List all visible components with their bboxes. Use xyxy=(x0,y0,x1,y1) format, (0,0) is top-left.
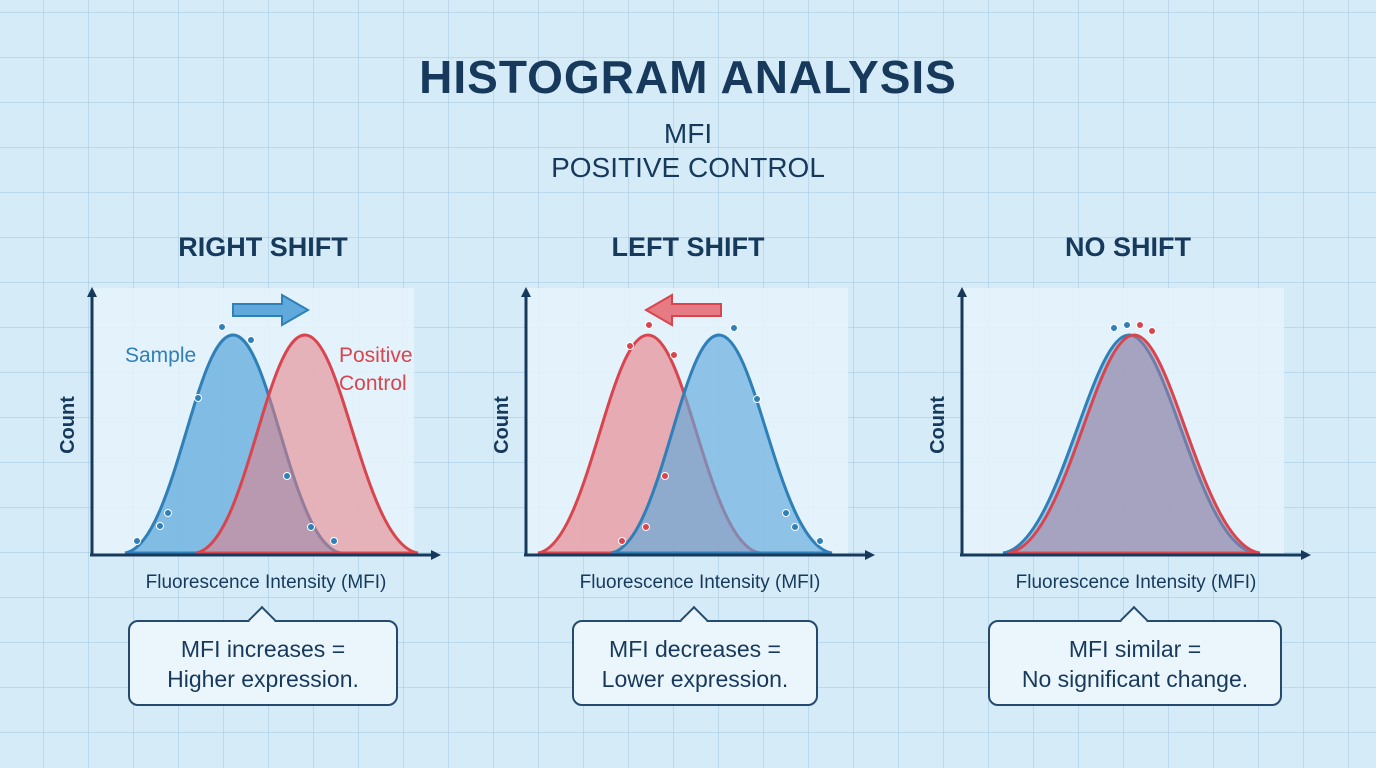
sample-label: Sample xyxy=(125,344,196,367)
y-axis-label: Count xyxy=(491,396,513,454)
panel-right-shift: Sample Positive Control Count Fluorescen… xyxy=(57,287,441,593)
panel-title-right-shift: RIGHT SHIFT xyxy=(178,232,348,262)
callout-line1: MFI similar = xyxy=(1068,636,1202,662)
callout-line2: No significant change. xyxy=(1021,666,1249,692)
subtitle-mfi: MFI xyxy=(663,118,713,149)
callout-line1: MFI decreases = xyxy=(609,636,781,662)
positive-control-curve xyxy=(195,333,419,555)
panel-no-shift: Count Fluorescence Intensity (MFI) xyxy=(927,287,1311,593)
positive-control-label-line1: Positive xyxy=(339,344,413,367)
sample-data-points xyxy=(133,323,338,545)
page-title: HISTOGRAM ANALYSIS xyxy=(419,51,957,103)
callout-left-shift: MFI decreases = Lower expression. xyxy=(572,605,818,706)
subtitle-positive-control: POSITIVE CONTROL xyxy=(551,152,825,183)
callout-line2: Higher expression. xyxy=(167,666,359,692)
x-axis-label: Fluorescence Intensity (MFI) xyxy=(146,572,387,593)
peak-data-points xyxy=(1110,321,1156,335)
x-axis-label: Fluorescence Intensity (MFI) xyxy=(580,572,821,593)
panel-left-shift: Count Fluorescence Intensity (MFI) xyxy=(491,287,875,593)
callout-right-shift: MFI increases = Higher expression. xyxy=(128,605,398,706)
panel-title-left-shift: LEFT SHIFT xyxy=(611,232,765,262)
y-axis-label: Count xyxy=(57,396,79,454)
left-shift-arrow xyxy=(643,293,722,327)
sample-data-points xyxy=(730,324,824,545)
positive-control-curve xyxy=(1007,333,1261,555)
callout-no-shift: MFI similar = No significant change. xyxy=(988,605,1282,706)
sample-curve xyxy=(610,333,833,555)
x-axis-label: Fluorescence Intensity (MFI) xyxy=(1016,572,1257,593)
callout-line1: MFI increases = xyxy=(180,636,346,662)
control-data-points xyxy=(618,321,678,545)
panel-title-no-shift: NO SHIFT xyxy=(1065,232,1191,262)
positive-control-label-line2: Control xyxy=(339,372,407,395)
y-axis-label: Count xyxy=(927,396,949,454)
callout-line2: Lower expression. xyxy=(601,666,789,692)
right-shift-arrow xyxy=(232,293,311,327)
